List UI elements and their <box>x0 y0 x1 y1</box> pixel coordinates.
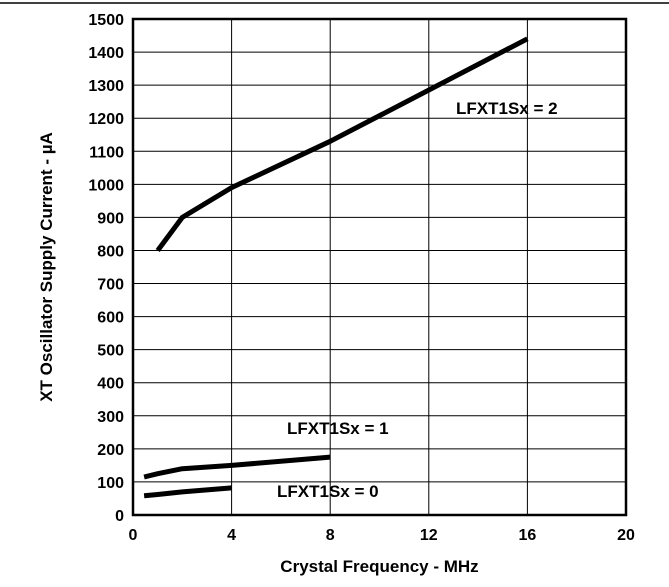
x-tick-label: 0 <box>129 527 138 544</box>
y-tick-label: 0 <box>115 508 124 525</box>
series-label: LFXT1Sx = 0 <box>277 482 379 501</box>
y-tick-label: 200 <box>97 442 124 459</box>
y-tick-label: 1500 <box>88 12 124 29</box>
series-lines <box>143 36 529 499</box>
y-tick-label: 900 <box>97 210 124 227</box>
x-tick-label: 12 <box>420 527 438 544</box>
y-tick-label: 400 <box>97 376 124 393</box>
tick-labels: 0 4 8 12 16 200100200300400500600700800900100… <box>88 12 635 544</box>
series-line <box>155 36 529 252</box>
series-label: LFXT1Sx = 1 <box>287 419 389 438</box>
y-tick-label: 1400 <box>88 45 124 62</box>
y-tick-label: 1300 <box>88 78 124 95</box>
y-tick-label: 1200 <box>88 111 124 128</box>
y-axis-title: XT Oscillator Supply Current - µA <box>37 132 56 402</box>
plot-frame <box>131 17 628 517</box>
y-tick-label: 300 <box>97 409 124 426</box>
y-tick-label: 800 <box>97 243 124 260</box>
series-line <box>143 454 331 480</box>
series-labels: LFXT1Sx = 2 LFXT1Sx = 1 LFXT1Sx = 0 <box>277 99 558 501</box>
y-tick-label: 100 <box>97 475 124 492</box>
x-axis-title: Crystal Frequency - MHz <box>280 557 478 576</box>
series-line <box>143 485 232 499</box>
x-tick-label: 4 <box>227 527 236 544</box>
y-tick-label: 500 <box>97 343 124 360</box>
grid-lines <box>133 19 626 515</box>
x-tick-label: 16 <box>519 527 537 544</box>
y-tick-label: 600 <box>97 310 124 327</box>
y-tick-label: 1000 <box>88 177 124 194</box>
x-tick-label: 8 <box>326 527 335 544</box>
y-tick-label: 700 <box>97 277 124 294</box>
x-tick-label: 20 <box>617 527 635 544</box>
y-tick-label: 1100 <box>89 144 124 161</box>
series-label: LFXT1Sx = 2 <box>456 99 558 118</box>
